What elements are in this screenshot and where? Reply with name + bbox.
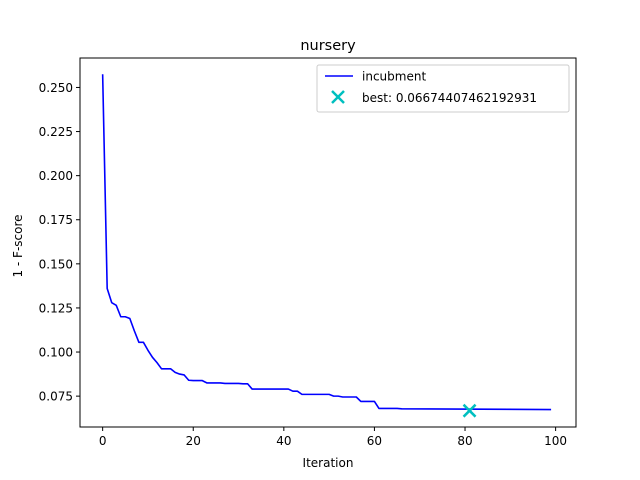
- best-marker: [462, 403, 477, 418]
- x-tick-label: 0: [99, 434, 107, 448]
- legend-box: [316, 64, 570, 113]
- y-tick-label: 0.150: [39, 257, 73, 271]
- y-tick-label: 0.200: [39, 169, 73, 183]
- legend: incubment best: 0.06674407462192931: [316, 64, 570, 113]
- y-axis: 0.075 0.100 0.125 0.150 0.175 0.200 0.225 0.250: [39, 81, 80, 404]
- legend-series-label: incubment: [362, 70, 426, 84]
- series-layer: [101, 74, 552, 418]
- plot-frame: [79, 57, 577, 428]
- legend-x-marker: [331, 90, 345, 104]
- y-tick-label: 0.100: [39, 346, 73, 360]
- y-tick-label: 0.075: [39, 390, 73, 404]
- legend-x-marker-stroke: [331, 90, 345, 104]
- x-axis-label: Iteration: [303, 456, 354, 470]
- y-axis-label: 1 - F-score: [11, 214, 25, 277]
- series-line-incubment: [101, 74, 552, 411]
- x-tick-label: 60: [367, 434, 382, 448]
- best-marker-stroke: [462, 403, 477, 418]
- legend-best-label: best: 0.06674407462192931: [362, 91, 537, 105]
- y-tick-label: 0.225: [39, 125, 73, 139]
- x-tick-label: 80: [457, 434, 472, 448]
- chart-title: nursery: [300, 38, 356, 54]
- y-tick-label: 0.250: [39, 81, 73, 95]
- legend-best-marker-swatch: [331, 90, 345, 104]
- plot-area: [79, 57, 577, 428]
- x-axis: 0 20 40 60 80 100: [99, 427, 567, 448]
- y-tick-label: 0.125: [39, 301, 73, 315]
- x-tick-label: 20: [186, 434, 201, 448]
- y-tick-label: 0.175: [39, 213, 73, 227]
- x-tick-label: 40: [276, 434, 291, 448]
- x-tick-label: 100: [544, 434, 567, 448]
